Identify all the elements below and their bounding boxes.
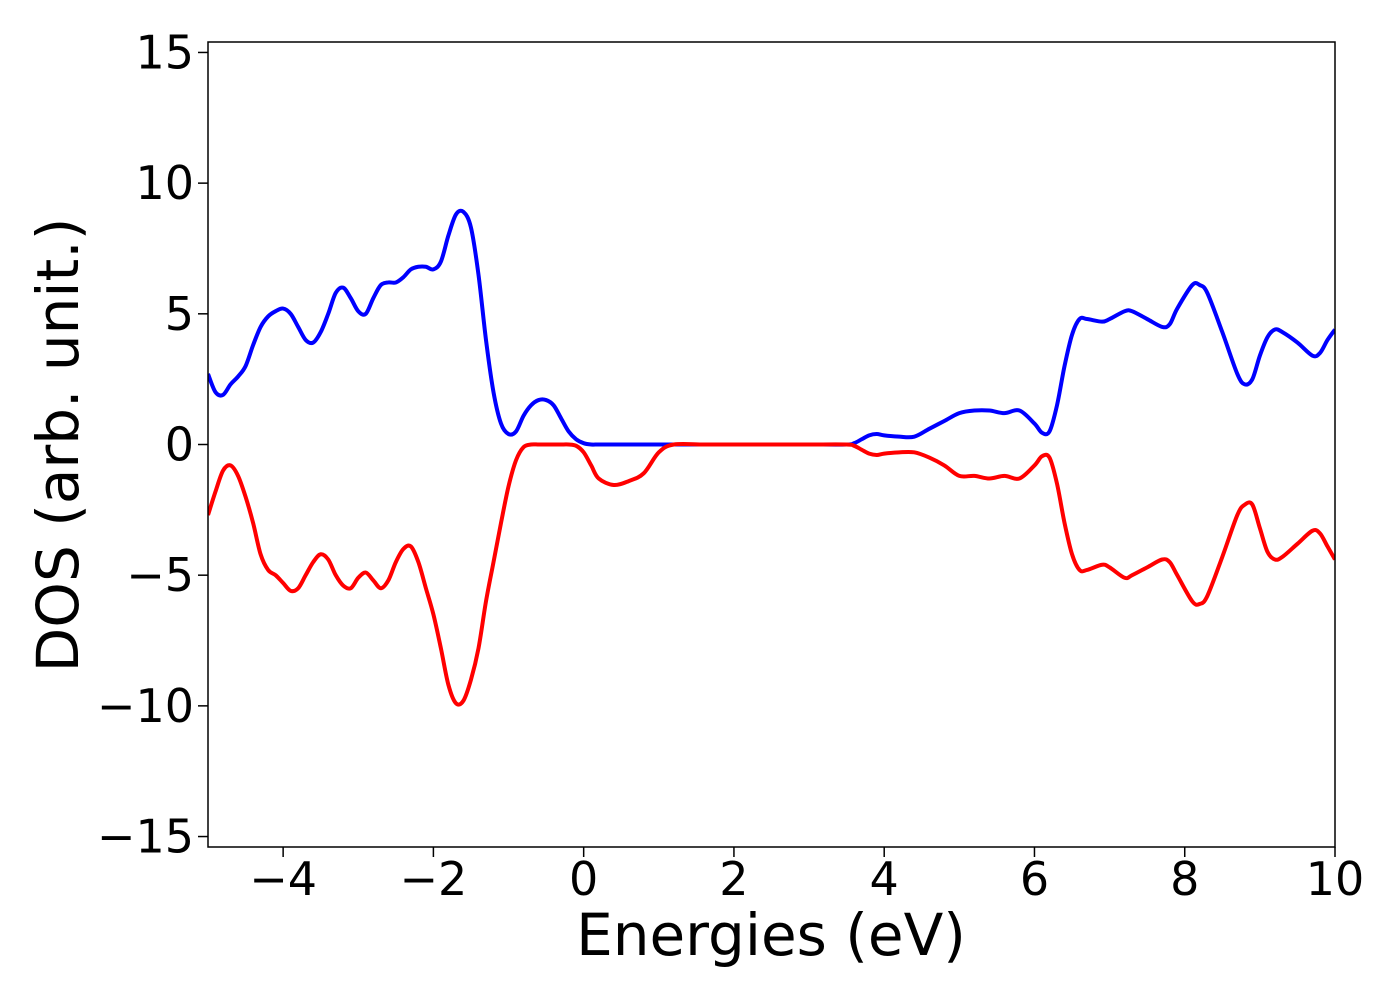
x-tick-label: 6	[1020, 852, 1049, 906]
x-tick-label: 4	[870, 852, 899, 906]
y-tick-label: 15	[135, 25, 194, 79]
y-tick-label: −10	[97, 679, 194, 733]
x-tick-label: −4	[249, 852, 317, 906]
y-tick-label: −15	[97, 810, 194, 864]
x-tick-label: 2	[719, 852, 748, 906]
dos-line	[208, 441, 1335, 707]
x-tick-label: 0	[569, 852, 598, 906]
x-axis-label: Energies (eV)	[576, 901, 966, 969]
dos-line	[208, 208, 1335, 447]
y-axis-label: DOS (arb. unit.)	[24, 218, 92, 673]
y-tick-label: 5	[165, 287, 194, 341]
x-tick-label: 10	[1306, 852, 1365, 906]
x-tick-label: −2	[399, 852, 467, 906]
x-tick-label: 8	[1170, 852, 1199, 906]
y-tick-label: −5	[126, 548, 194, 602]
plot-frame	[207, 41, 1336, 848]
y-tick-label: 10	[135, 156, 194, 210]
y-tick-label: 0	[165, 418, 194, 472]
